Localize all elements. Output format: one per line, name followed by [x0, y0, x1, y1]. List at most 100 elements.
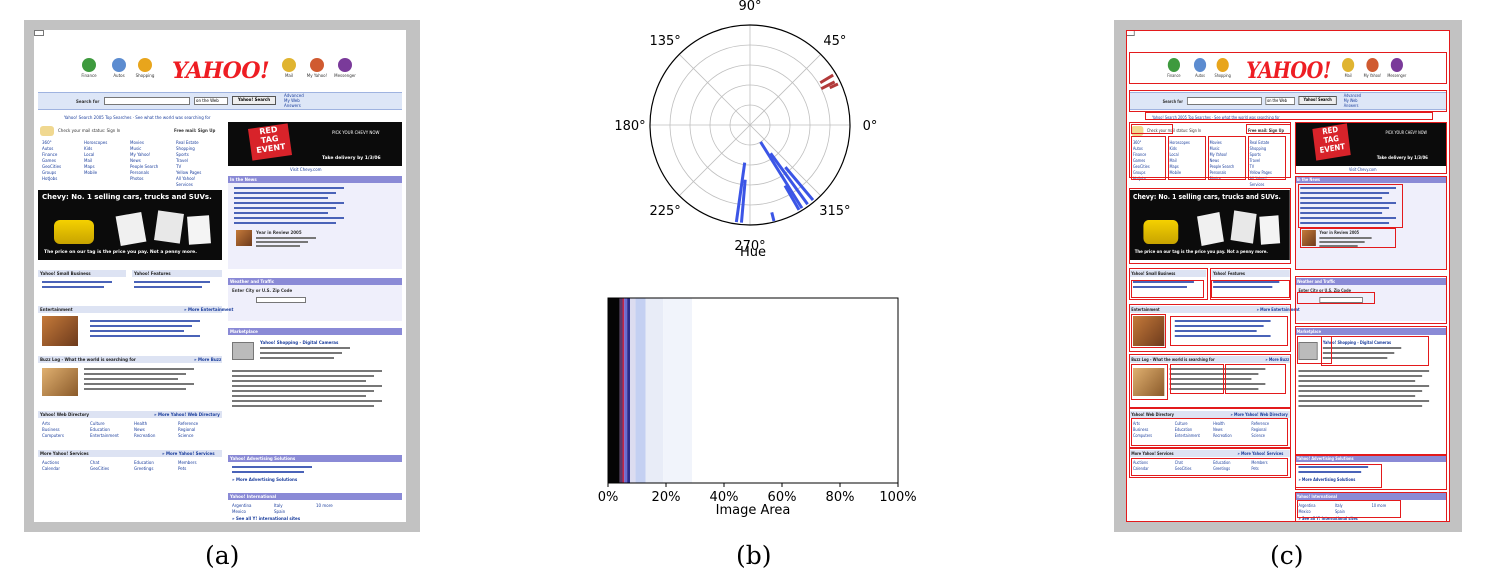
directory-col-item[interactable]: Health	[1213, 421, 1225, 426]
nav-col2-item[interactable]: Mobile	[1169, 170, 1181, 175]
nav-col1-item[interactable]: Games	[42, 158, 56, 163]
directory-col-item[interactable]: News	[134, 427, 145, 432]
nav-col2-item[interactable]: Maps	[84, 164, 95, 169]
nav-col3-item[interactable]: News	[130, 158, 141, 163]
more-yahoo-col-item[interactable]: Pets	[178, 466, 187, 471]
header-app-icon[interactable]	[1366, 58, 1379, 72]
more-yahoo-col-item[interactable]: Chat	[1174, 460, 1183, 465]
nav-col3-item[interactable]: News	[1209, 158, 1220, 163]
nav-col4-item[interactable]: Yellow Pages	[1249, 170, 1272, 175]
more-yahoo-col-item[interactable]: Greetings	[134, 466, 154, 471]
nav-col3-item[interactable]: Movies	[130, 140, 144, 145]
nav-col4-item[interactable]: TV	[1249, 164, 1255, 169]
search-button[interactable]: Yahoo! Search	[232, 96, 276, 105]
nav-col3-item[interactable]: My Yahoo!	[130, 152, 151, 157]
search-scope-select[interactable]: on the Web	[194, 97, 228, 105]
nav-col4-item[interactable]: Yellow Pages	[176, 170, 202, 175]
nav-col2-item[interactable]: Kids	[1169, 146, 1177, 151]
nav-col1-item[interactable]: Groups	[1132, 170, 1146, 175]
nav-col2-item[interactable]: Horoscopes	[84, 140, 108, 145]
header-app-icon[interactable]	[1216, 58, 1229, 72]
more-yahoo-col-item[interactable]: Calendar	[1132, 466, 1149, 471]
intl-col-item[interactable]: Italy	[1335, 503, 1343, 508]
nav-col4-item[interactable]: Real Estate	[176, 140, 199, 145]
nav-col1-item[interactable]: Autos	[42, 146, 54, 151]
nav-col2-item[interactable]: Maps	[1169, 164, 1179, 169]
more-yahoo-col-item[interactable]: Auctions	[42, 460, 60, 465]
more-yahoo-col-item[interactable]: GeoCities	[1174, 466, 1192, 471]
nav-col1-item[interactable]: HotJobs	[42, 176, 58, 181]
directory-col-item[interactable]: Computers	[42, 433, 64, 438]
directory-col-item[interactable]: Computers	[1132, 433, 1153, 438]
directory-col-item[interactable]: Education	[1174, 427, 1193, 432]
header-app-icon[interactable]	[1390, 58, 1403, 72]
more-yahoo-col-item[interactable]: Members	[1251, 460, 1268, 465]
directory-col-item[interactable]: Science	[178, 433, 194, 438]
directory-col-item[interactable]: Education	[90, 427, 110, 432]
nav-col4-item[interactable]: Sports	[1249, 152, 1261, 157]
search-scope-select[interactable]: on the Web	[1265, 97, 1295, 105]
nav-col4-item[interactable]: Shopping	[1249, 146, 1267, 151]
intl-col-item[interactable]: Argentina	[1298, 503, 1316, 508]
directory-col-item[interactable]: News	[1213, 427, 1223, 432]
nav-col1-item[interactable]: Games	[1132, 158, 1146, 163]
search-button[interactable]: Yahoo! Search	[1298, 96, 1337, 105]
more-yahoo-col-item[interactable]: Chat	[90, 460, 100, 465]
weather-input[interactable]	[256, 297, 306, 303]
search-input[interactable]	[104, 97, 190, 105]
nav-col3-item[interactable]: Personals	[1209, 170, 1227, 175]
nav-col3-item[interactable]: Personals	[130, 170, 150, 175]
more-yahoo-col-item[interactable]: Education	[134, 460, 154, 465]
nav-col1-item[interactable]: GeoCities	[1132, 164, 1150, 169]
nav-col4-item[interactable]: Sports	[176, 152, 189, 157]
directory-col-item[interactable]: Culture	[90, 421, 105, 426]
more-yahoo-col-item[interactable]: Auctions	[1132, 460, 1148, 465]
directory-col-item[interactable]: Regional	[1251, 427, 1267, 432]
nav-col1-item[interactable]: 360°	[1132, 140, 1142, 145]
directory-col-item[interactable]: Reference	[1251, 421, 1269, 426]
nav-col3-item[interactable]: Movies	[1209, 140, 1222, 145]
nav-col3-item[interactable]: Music	[130, 146, 142, 151]
nav-col4-item[interactable]: Real Estate	[1249, 140, 1270, 145]
directory-col-item[interactable]: Science	[1251, 433, 1265, 438]
header-app-icon[interactable]	[338, 58, 352, 72]
directory-col-item[interactable]: Business	[42, 427, 60, 432]
weather-input[interactable]	[1319, 297, 1363, 303]
nav-col2-item[interactable]: Mobile	[84, 170, 98, 175]
nav-col4-item[interactable]: Services	[1249, 182, 1265, 187]
more-yahoo-col-item[interactable]: Pets	[1251, 466, 1259, 471]
nav-col3-item[interactable]: Music	[1209, 146, 1220, 151]
header-app-icon[interactable]	[82, 58, 96, 72]
nav-col2-item[interactable]: Horoscopes	[1169, 140, 1190, 145]
nav-col1-item[interactable]: Groups	[42, 170, 57, 175]
more-yahoo-col-item[interactable]: Greetings	[1213, 466, 1231, 471]
intl-col-item[interactable]: 10 more	[1371, 503, 1387, 508]
nav-col3-item[interactable]: Photos	[1209, 176, 1222, 181]
header-app-icon[interactable]	[1167, 58, 1181, 72]
intl-col-item[interactable]: 10 more	[316, 503, 333, 508]
intl-col-item[interactable]: Spain	[1335, 509, 1345, 514]
nav-col2-item[interactable]: Local	[1169, 152, 1179, 157]
intl-col-item[interactable]: Spain	[274, 509, 286, 514]
nav-col4-item[interactable]: Travel	[176, 158, 188, 163]
intl-col-item[interactable]: Mexico	[1298, 509, 1311, 514]
nav-col4-item[interactable]: All Yahoo!	[1249, 176, 1267, 181]
nav-col1-item[interactable]: Autos	[1132, 146, 1143, 151]
search-input[interactable]	[1186, 97, 1262, 105]
nav-col4-item[interactable]: Travel	[1249, 158, 1261, 163]
more-yahoo-col-item[interactable]: Members	[178, 460, 197, 465]
intl-col-item[interactable]: Argentina	[232, 503, 252, 508]
header-app-icon[interactable]	[1342, 58, 1355, 72]
nav-col2-item[interactable]: Local	[84, 152, 95, 157]
header-app-icon[interactable]	[112, 58, 126, 72]
header-app-icon[interactable]	[310, 58, 324, 72]
intl-col-item[interactable]: Italy	[274, 503, 283, 508]
directory-col-item[interactable]: Entertainment	[90, 433, 119, 438]
nav-col1-item[interactable]: Finance	[1132, 152, 1147, 157]
directory-col-item[interactable]: Arts	[1132, 421, 1140, 426]
nav-col3-item[interactable]: My Yahoo!	[1209, 152, 1228, 157]
intl-col-item[interactable]: Mexico	[232, 509, 246, 514]
more-yahoo-col-item[interactable]: Calendar	[42, 466, 60, 471]
directory-col-item[interactable]: Recreation	[1213, 433, 1232, 438]
directory-col-item[interactable]: Culture	[1174, 421, 1188, 426]
